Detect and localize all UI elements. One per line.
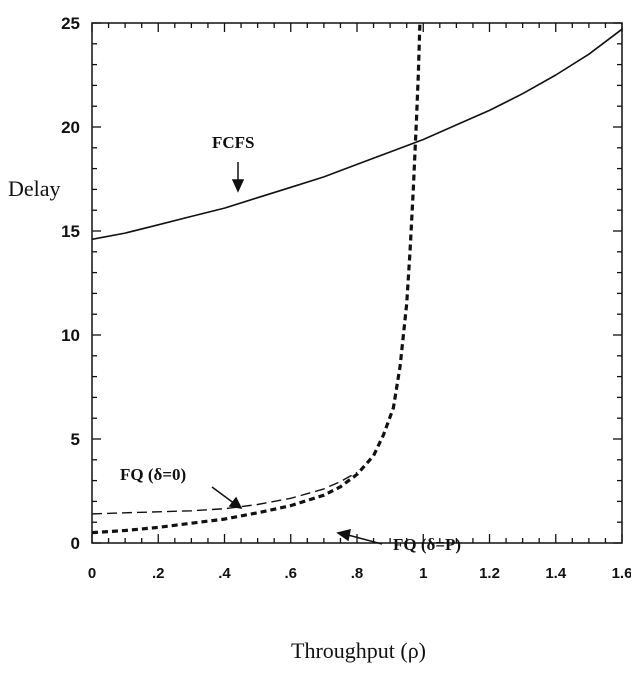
annotation-fcfs: FCFS — [212, 133, 255, 152]
y-axis-ticks: 0 5 10 15 20 25 — [61, 14, 622, 553]
x-tick-label: .2 — [152, 565, 165, 582]
x-tick-label: .6 — [284, 565, 297, 582]
annotation-fq-delta-0: FQ (δ=0) — [120, 465, 186, 484]
series-line-0 — [91, 28, 623, 241]
y-tick-label: 25 — [61, 14, 80, 33]
series-line-1 — [91, 471, 358, 515]
arrow-fq-delta-0 — [211, 486, 243, 510]
x-tick-label: 1.2 — [479, 565, 500, 582]
y-tick-label: 20 — [61, 118, 80, 137]
arrow-fq-delta-p — [336, 528, 383, 545]
x-tick-label: 1 — [419, 565, 427, 582]
arrow-fcfs — [231, 162, 245, 193]
x-axis-title: Throughput (ρ) — [291, 638, 426, 663]
y-axis-title: Delay — [8, 176, 61, 201]
series-layer — [91, 22, 623, 535]
y-tick-label: 10 — [61, 326, 80, 345]
x-tick-label: .4 — [218, 565, 231, 582]
x-tick-label: 1.6 — [612, 565, 631, 582]
x-axis-ticks: 0 .2 .4 .6 .8 1 1.2 1.4 1.6 — [88, 23, 631, 582]
y-tick-label: 0 — [71, 534, 80, 553]
y-tick-label: 15 — [61, 222, 80, 241]
annotation-fq-delta-p: FQ (δ=P) — [393, 535, 461, 554]
x-tick-label: 1.4 — [545, 565, 567, 582]
y-tick-label: 5 — [71, 430, 80, 449]
x-tick-label: 0 — [88, 565, 96, 582]
x-tick-label: .8 — [351, 565, 364, 582]
series-line-2 — [91, 22, 422, 535]
